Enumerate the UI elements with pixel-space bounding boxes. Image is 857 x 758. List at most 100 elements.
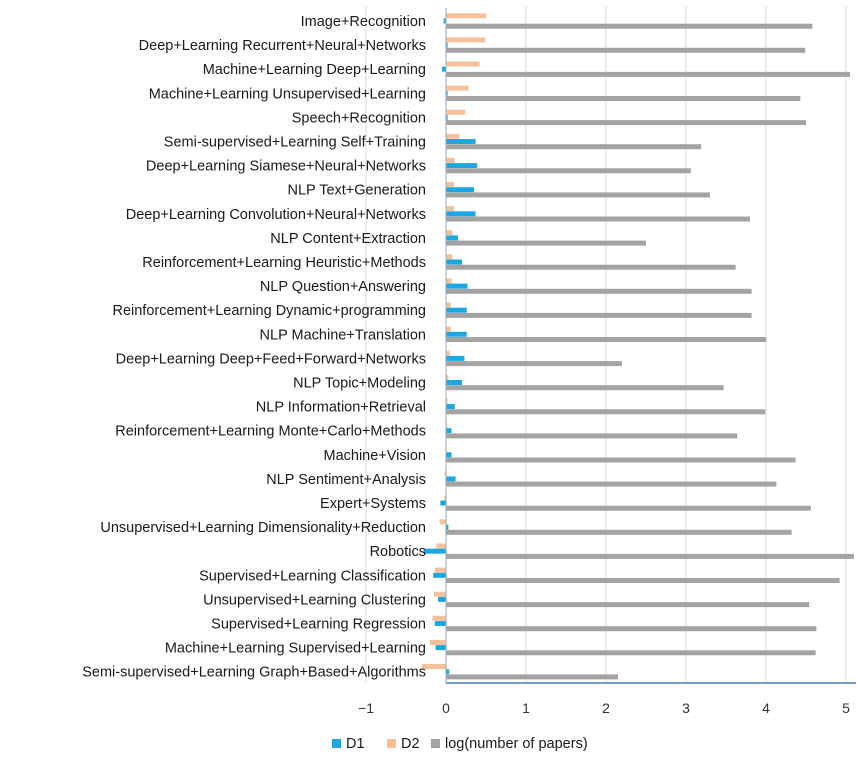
category-label-11: NLP Question+Answering bbox=[260, 279, 426, 295]
legend: D1 D2 log(number of papers) bbox=[332, 736, 588, 752]
category-label-18: Machine+Vision bbox=[323, 448, 426, 464]
bar-s1-1 bbox=[446, 42, 448, 48]
category-label-8: Deep+Learning Convolution+Neural+Network… bbox=[126, 207, 426, 223]
gridlines bbox=[365, 6, 847, 683]
x-tick-label-4: 3 bbox=[682, 700, 690, 716]
bar-s1-5 bbox=[446, 139, 476, 144]
bar-s1-14 bbox=[446, 355, 465, 361]
category-label-13: NLP Machine+Translation bbox=[260, 327, 426, 343]
bar-s1-26 bbox=[435, 645, 446, 651]
bar-s2-21 bbox=[446, 529, 792, 535]
bar-s2-26 bbox=[446, 650, 816, 656]
bar-s1-21 bbox=[446, 524, 449, 530]
bar-s2-25 bbox=[446, 626, 817, 632]
bar-s0-3 bbox=[446, 85, 469, 91]
bar-s2-24 bbox=[446, 602, 810, 608]
x-tick-label-3: 2 bbox=[602, 700, 610, 716]
category-label-25: Supervised+Learning Regression bbox=[211, 617, 426, 633]
category-labels: Image+Recognition Deep+Learning Recurrent… bbox=[82, 14, 426, 681]
category-label-21: Unsupervised+Learning Dimensionality+Red… bbox=[100, 520, 426, 536]
bar-s2-13 bbox=[446, 337, 766, 342]
bar-s2-7 bbox=[446, 192, 710, 198]
bar-s0-17 bbox=[446, 423, 448, 428]
category-label-17: Reinforcement+Learning Monte+Carlo+Metho… bbox=[115, 424, 426, 440]
bar-s2-15 bbox=[446, 385, 724, 391]
bar-s0-15 bbox=[446, 374, 449, 380]
x-tick-labels: −1 0 1 2 3 4 5 bbox=[358, 700, 850, 716]
bar-s1-2 bbox=[442, 66, 446, 72]
bar-s1-16 bbox=[446, 404, 455, 410]
category-label-20: Expert+Systems bbox=[320, 496, 426, 512]
legend-label-0: D1 bbox=[346, 736, 365, 752]
bar-s2-10 bbox=[446, 264, 736, 270]
bar-s1-12 bbox=[446, 307, 467, 313]
category-label-27: Semi-supervised+Learning Graph+Based+Alg… bbox=[82, 665, 426, 681]
bar-s0-19 bbox=[444, 471, 446, 477]
bar-s0-22 bbox=[436, 543, 446, 549]
bar-s0-24 bbox=[434, 591, 446, 597]
category-label-23: Supervised+Learning Classification bbox=[199, 568, 426, 584]
legend-swatch-0 bbox=[332, 739, 341, 748]
bar-s2-11 bbox=[446, 288, 752, 294]
bar-s2-4 bbox=[446, 120, 806, 126]
bar-s0-0 bbox=[446, 13, 486, 19]
x-tick-label-5: 4 bbox=[762, 700, 770, 716]
bar-s2-19 bbox=[446, 481, 777, 487]
x-tick-label-2: 1 bbox=[522, 700, 530, 716]
category-label-5: Semi-supervised+Learning Self+Training bbox=[164, 135, 426, 151]
x-tick-label-1: 0 bbox=[442, 700, 450, 716]
bar-s1-27 bbox=[446, 669, 450, 675]
category-label-15: NLP Topic+Modeling bbox=[293, 376, 426, 392]
category-label-10: Reinforcement+Learning Heuristic+Methods bbox=[142, 255, 426, 271]
bar-s2-8 bbox=[446, 216, 750, 222]
bar-s1-19 bbox=[446, 476, 456, 482]
bar-s0-1 bbox=[446, 37, 486, 43]
bar-s1-25 bbox=[434, 621, 446, 626]
legend-swatch-1 bbox=[387, 739, 396, 748]
bar-s1-11 bbox=[446, 283, 468, 289]
category-label-16: NLP Information+Retrieval bbox=[256, 400, 426, 416]
bar-s2-2 bbox=[446, 71, 850, 77]
bar-s0-16 bbox=[446, 398, 448, 404]
bar-s0-20 bbox=[444, 495, 446, 501]
bar-s1-18 bbox=[446, 452, 452, 458]
bar-s2-17 bbox=[446, 433, 738, 439]
bar-s1-3 bbox=[446, 90, 448, 96]
bar-s2-5 bbox=[446, 144, 702, 150]
bar-s2-18 bbox=[446, 457, 796, 463]
bar-s1-22 bbox=[423, 548, 446, 554]
bar-s0-25 bbox=[432, 615, 446, 621]
bar-s1-13 bbox=[446, 331, 467, 337]
bar-s0-5 bbox=[446, 133, 460, 139]
bar-s1-9 bbox=[446, 235, 458, 241]
bar-s2-27 bbox=[446, 674, 618, 680]
legend-swatch-2 bbox=[431, 739, 440, 748]
bar-s2-14 bbox=[446, 361, 622, 367]
category-label-7: NLP Text+Generation bbox=[287, 183, 426, 199]
bar-s0-2 bbox=[446, 61, 480, 67]
category-label-26: Machine+Learning Supervised+Learning bbox=[165, 641, 426, 657]
category-label-1: Deep+Learning Recurrent+Neural+Networks bbox=[139, 38, 426, 54]
bar-s1-24 bbox=[438, 596, 446, 602]
bar-s1-0 bbox=[443, 18, 446, 24]
bar-s0-27 bbox=[422, 664, 446, 669]
bar-s1-17 bbox=[446, 428, 452, 434]
category-label-19: NLP Sentiment+Analysis bbox=[266, 472, 426, 488]
bar-s2-16 bbox=[446, 409, 766, 415]
bar-s1-20 bbox=[440, 500, 446, 506]
bar-s1-8 bbox=[446, 211, 476, 217]
bar-s0-6 bbox=[446, 157, 455, 163]
x-tick-label-6: 5 bbox=[842, 700, 850, 716]
category-label-6: Deep+Learning Siamese+Neural+Networks bbox=[146, 159, 426, 175]
bars-group bbox=[422, 13, 854, 680]
bar-s0-4 bbox=[446, 109, 466, 115]
bar-s0-8 bbox=[446, 206, 454, 212]
bar-s1-7 bbox=[446, 187, 474, 193]
bar-s0-7 bbox=[446, 182, 454, 187]
bar-s2-6 bbox=[446, 168, 691, 174]
bar-s1-4 bbox=[446, 114, 448, 120]
bar-s0-10 bbox=[446, 254, 453, 260]
bar-s2-22 bbox=[446, 553, 854, 559]
bar-s1-15 bbox=[446, 380, 462, 385]
